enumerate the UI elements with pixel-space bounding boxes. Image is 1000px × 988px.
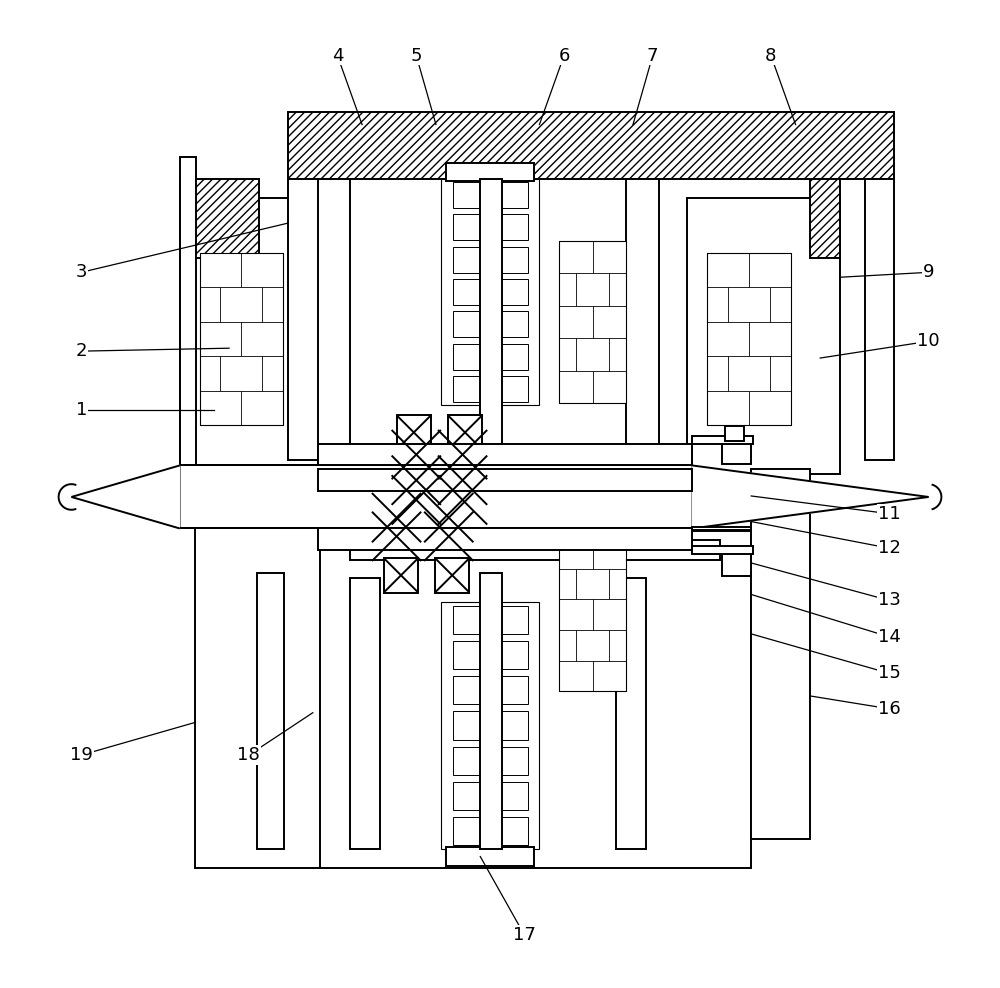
Bar xyxy=(384,558,418,593)
Bar xyxy=(453,344,528,370)
Bar xyxy=(810,179,840,258)
Bar xyxy=(480,573,502,849)
Bar xyxy=(318,532,751,868)
Bar xyxy=(626,179,659,454)
Bar xyxy=(865,179,894,459)
Bar xyxy=(195,514,320,868)
Text: 1: 1 xyxy=(76,401,87,419)
Bar xyxy=(692,436,753,444)
Bar xyxy=(288,112,894,179)
Text: 3: 3 xyxy=(76,264,87,282)
Bar xyxy=(725,426,744,441)
Bar xyxy=(687,199,840,474)
Text: 2: 2 xyxy=(76,342,87,361)
Bar xyxy=(616,578,646,849)
Bar xyxy=(318,448,692,469)
Bar xyxy=(453,747,528,775)
Text: 9: 9 xyxy=(923,264,934,282)
Bar xyxy=(559,538,626,691)
Bar xyxy=(453,214,528,240)
Bar xyxy=(318,529,692,550)
Bar xyxy=(318,469,692,491)
Bar xyxy=(453,247,528,273)
Bar xyxy=(441,179,539,405)
Bar xyxy=(446,847,534,866)
Text: 7: 7 xyxy=(647,46,658,64)
Bar xyxy=(435,558,469,593)
Bar xyxy=(350,540,720,560)
Bar xyxy=(722,440,751,464)
Bar xyxy=(692,546,753,554)
Bar xyxy=(751,469,810,839)
Bar xyxy=(446,163,534,181)
Text: 4: 4 xyxy=(332,46,343,64)
Bar xyxy=(453,782,528,810)
Bar xyxy=(257,573,284,849)
Text: 11: 11 xyxy=(878,505,901,523)
Bar xyxy=(180,199,318,474)
Text: 14: 14 xyxy=(878,627,901,646)
Bar xyxy=(453,711,528,740)
Bar xyxy=(453,182,528,207)
Text: 6: 6 xyxy=(558,46,570,64)
Bar xyxy=(707,253,791,425)
Bar xyxy=(453,606,528,634)
Bar xyxy=(559,241,626,403)
Text: 15: 15 xyxy=(878,664,901,683)
Text: 12: 12 xyxy=(878,539,901,557)
Polygon shape xyxy=(71,465,180,529)
Bar xyxy=(200,253,283,425)
Bar xyxy=(441,603,539,849)
Bar xyxy=(448,415,482,450)
Bar xyxy=(180,465,692,529)
Bar xyxy=(453,817,528,845)
Bar xyxy=(722,551,751,576)
Text: 19: 19 xyxy=(70,746,93,764)
Bar xyxy=(480,179,502,454)
Text: 16: 16 xyxy=(878,700,901,717)
Bar xyxy=(397,415,431,450)
Text: 13: 13 xyxy=(878,592,901,610)
Bar xyxy=(180,179,259,258)
Text: 8: 8 xyxy=(765,46,777,64)
Text: 10: 10 xyxy=(917,332,940,351)
Text: 18: 18 xyxy=(237,746,260,764)
Bar xyxy=(453,376,528,402)
Bar xyxy=(692,527,751,531)
Polygon shape xyxy=(692,465,929,529)
Text: 5: 5 xyxy=(411,46,422,64)
Bar xyxy=(318,179,350,454)
Bar xyxy=(453,279,528,305)
Bar xyxy=(318,444,692,465)
Bar xyxy=(453,311,528,337)
Bar xyxy=(453,641,528,669)
Bar xyxy=(288,179,320,459)
Bar xyxy=(180,157,196,529)
Text: 17: 17 xyxy=(513,927,536,945)
Bar xyxy=(453,676,528,704)
Bar xyxy=(350,578,380,849)
